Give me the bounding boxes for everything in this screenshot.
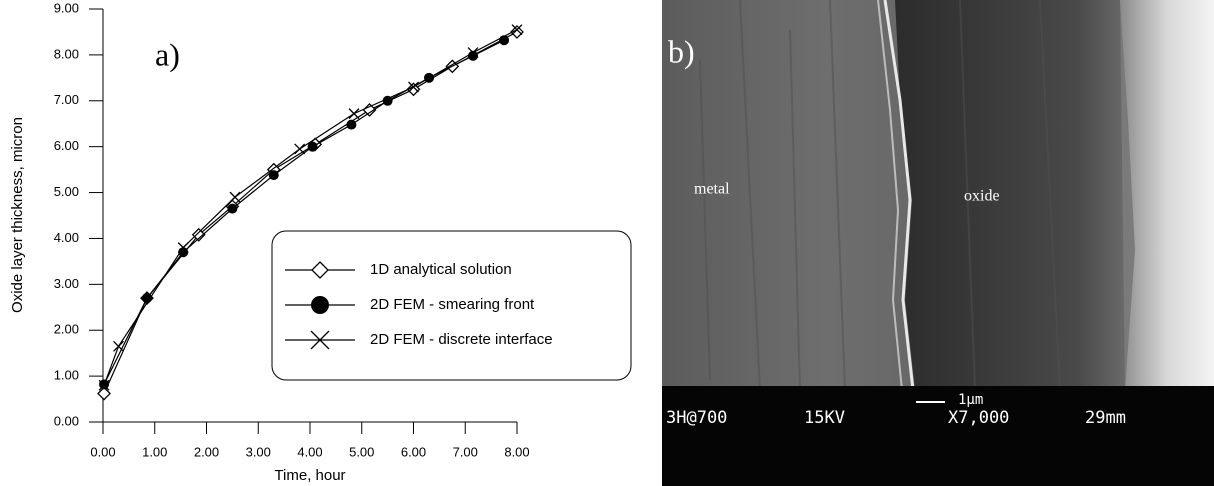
panel-label: a) [155,36,180,72]
marker-x [295,144,305,154]
info-text: X7,000 [948,408,1009,428]
annotation: oxide [964,188,1000,205]
y-tick-label: 3.00 [54,276,79,291]
x-tick-label: 1.00 [142,444,167,459]
y-tick-label: 2.00 [54,322,79,337]
x-tick-label: 6.00 [401,444,426,459]
marker-circle [227,204,237,214]
sem-image: 1μm 3H@700 15KV X7,000 29mm b) metal oxi… [662,0,1214,486]
x-tick-label: 5.00 [349,444,374,459]
marker-x [114,341,124,351]
info-text: 15KV [804,408,845,428]
y-tick-label: 1.00 [54,368,79,383]
legend-label: 2D FEM - smearing front [370,296,535,313]
oxide-region [895,0,1125,390]
chart: 1μm 3H@700 15KV X7,000 29mm b) metal oxi… [0,0,1214,486]
x-tick-label: 0.00 [90,444,115,459]
annotation: metal [694,181,730,198]
panel-label: b) [668,33,695,69]
info-text: 3H@700 [666,408,727,428]
marker-x [349,109,359,119]
marker-x [230,192,240,202]
x-axis-label: Time, hour [274,467,345,484]
y-tick-label: 5.00 [54,184,79,199]
x-tick-label: 3.00 [246,444,271,459]
y-tick-label: 8.00 [54,46,79,61]
marker-circle [269,170,279,180]
y-axis-label: Oxide layer thickness, micron [9,117,26,313]
x-tick-label: 7.00 [453,444,478,459]
y-tick-label: 7.00 [54,92,79,107]
legend-marker [311,296,329,314]
y-tick-label: 9.00 [54,0,79,15]
y-tick-label: 6.00 [54,138,79,153]
scale-label: 1μm [958,392,983,408]
y-tick-label: 0.00 [54,413,79,428]
x-tick-label: 2.00 [194,444,219,459]
legend-label: 1D analytical solution [370,261,512,278]
figure: 1μm 3H@700 15KV X7,000 29mm b) metal oxi… [0,0,1214,486]
x-tick-label: 4.00 [297,444,322,459]
x-tick-label: 8.00 [504,444,529,459]
y-tick-label: 4.00 [54,230,79,245]
legend-label: 2D FEM - discrete interface [370,331,553,348]
bright-region [1120,0,1214,390]
info-text: 29mm [1085,408,1126,428]
marker-circle [346,120,356,130]
